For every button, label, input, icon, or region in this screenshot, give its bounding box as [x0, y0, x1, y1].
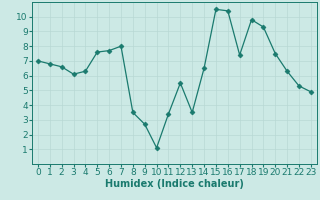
X-axis label: Humidex (Indice chaleur): Humidex (Indice chaleur) [105, 179, 244, 189]
